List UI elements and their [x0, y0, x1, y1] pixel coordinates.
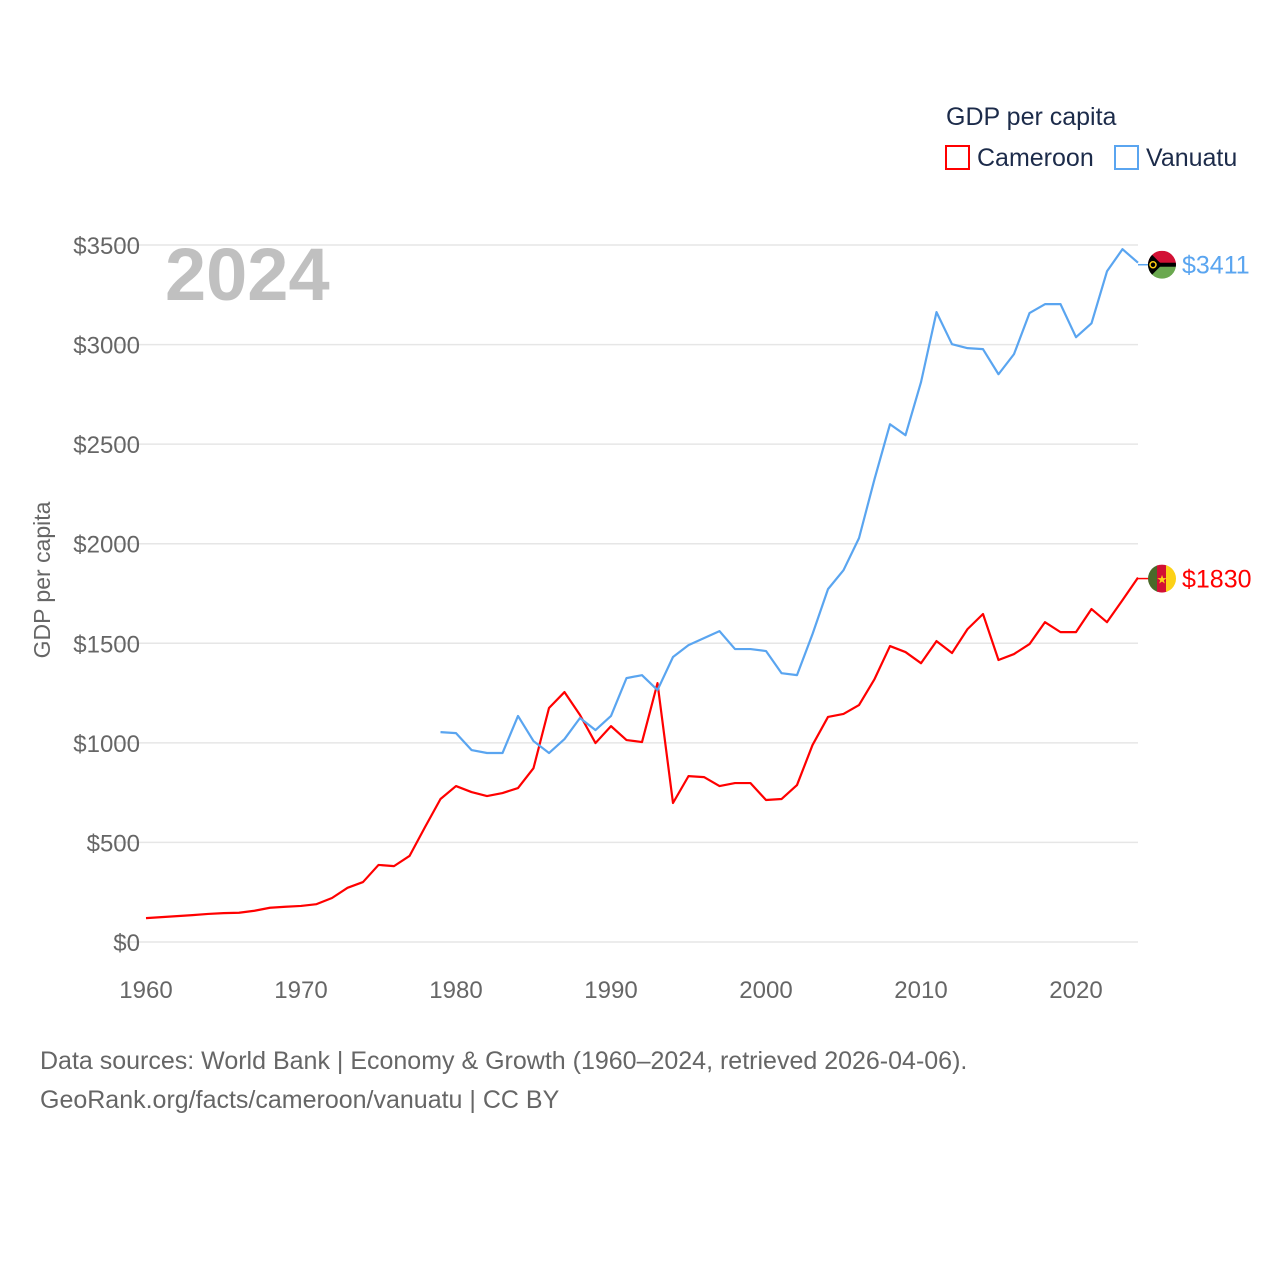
- legend-label-cameroon: Cameroon: [977, 144, 1094, 172]
- y-tick-label: $0: [113, 930, 140, 957]
- year-label: 2024: [165, 233, 330, 316]
- vanuatu-flag-icon: [1148, 250, 1176, 279]
- x-tick-label: 1990: [584, 977, 637, 1004]
- legend-swatch-cameroon: [945, 145, 970, 170]
- end-value-label-cameroon: $1830: [1182, 566, 1252, 594]
- svg-text:★: ★: [1157, 573, 1168, 587]
- x-tick-label: 2020: [1049, 977, 1102, 1004]
- x-tick-label: 2010: [894, 977, 947, 1004]
- series-line-vanuatu: [440, 248, 1139, 755]
- data-sources: Data sources: World Bank | Economy & Gro…: [40, 1047, 968, 1075]
- y-axis-label: GDP per capita: [29, 501, 55, 658]
- cameroon-flag-icon: ★: [1148, 564, 1176, 593]
- legend-title: GDP per capita: [946, 103, 1117, 131]
- y-tick-label: $1500: [73, 631, 140, 658]
- x-tick-label: 1980: [429, 977, 482, 1004]
- y-tick-label: $2500: [73, 432, 140, 459]
- y-tick-label: $500: [87, 830, 140, 857]
- legend-swatch-vanuatu: [1114, 145, 1139, 170]
- series-line-cameroon: [145, 576, 1139, 920]
- x-tick-label: 2000: [739, 977, 792, 1004]
- line-chart: $0 $500 $1000 $1500 $2000 $2500 $3000 $3500 1960…: [29, 103, 1252, 1004]
- legend-label-vanuatu: Vanuatu: [1146, 144, 1237, 172]
- y-tick-label: $1000: [73, 731, 140, 758]
- footer: Data sources: World Bank | Economy & Gro…: [40, 1042, 967, 1120]
- x-tick-label: 1960: [119, 977, 172, 1004]
- source-link[interactable]: GeoRank.org/facts/cameroon/vanuatu | CC …: [40, 1086, 560, 1114]
- y-tick-label: $3500: [73, 233, 140, 260]
- x-tick-label: 1970: [274, 977, 327, 1004]
- end-value-label-vanuatu: $3411: [1182, 252, 1250, 280]
- y-tick-label: $3000: [73, 333, 140, 360]
- y-tick-label: $2000: [73, 532, 140, 559]
